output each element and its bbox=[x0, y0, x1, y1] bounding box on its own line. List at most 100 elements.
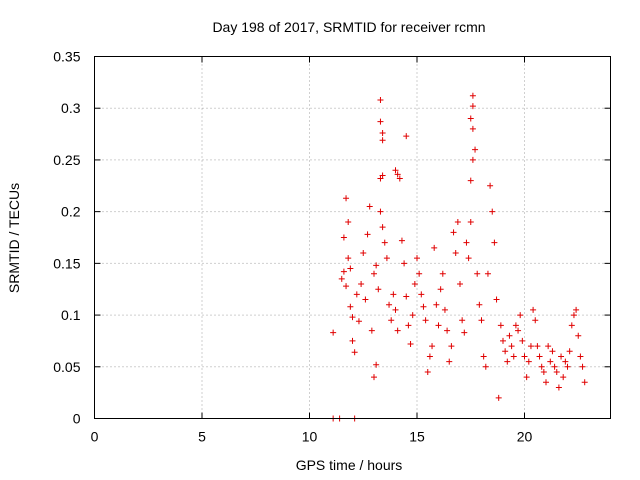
data-point bbox=[377, 208, 384, 215]
data-point bbox=[560, 374, 567, 381]
data-point bbox=[512, 322, 519, 329]
data-point bbox=[343, 283, 350, 290]
data-point bbox=[340, 268, 347, 275]
data-point bbox=[562, 358, 569, 365]
data-point bbox=[547, 358, 554, 365]
data-point bbox=[459, 317, 466, 324]
data-point bbox=[353, 291, 360, 298]
data-point bbox=[355, 318, 362, 325]
data-point bbox=[407, 341, 414, 348]
data-point bbox=[551, 363, 558, 370]
data-point bbox=[474, 270, 481, 277]
data-point bbox=[444, 327, 451, 334]
data-point bbox=[553, 368, 560, 375]
data-point bbox=[375, 286, 382, 293]
data-point bbox=[454, 218, 461, 225]
data-point bbox=[545, 343, 552, 350]
data-point bbox=[527, 343, 534, 350]
data-point bbox=[549, 348, 556, 355]
data-point bbox=[394, 327, 401, 334]
data-point bbox=[482, 363, 489, 370]
data-point bbox=[429, 343, 436, 350]
data-point bbox=[523, 374, 530, 381]
data-point bbox=[383, 255, 390, 262]
data-point bbox=[510, 353, 517, 360]
x-tick-label: 20 bbox=[517, 429, 533, 445]
data-point bbox=[379, 130, 386, 137]
data-point bbox=[446, 358, 453, 365]
data-points bbox=[330, 92, 588, 422]
data-point bbox=[534, 343, 541, 350]
data-point bbox=[502, 348, 509, 355]
data-point bbox=[414, 255, 420, 262]
data-point bbox=[575, 332, 582, 339]
data-point bbox=[349, 314, 356, 321]
data-point bbox=[521, 353, 528, 360]
data-point bbox=[472, 146, 479, 153]
data-point bbox=[478, 317, 485, 324]
x-tick-label: 5 bbox=[198, 429, 206, 445]
data-point bbox=[484, 270, 491, 277]
data-point bbox=[570, 312, 577, 319]
data-point bbox=[558, 353, 565, 360]
data-point bbox=[392, 167, 399, 174]
x-tick-label: 10 bbox=[302, 429, 318, 445]
data-point bbox=[536, 353, 543, 360]
data-point bbox=[532, 317, 539, 324]
x-tick-label: 15 bbox=[409, 429, 425, 445]
y-tick-label: 0.3 bbox=[61, 100, 81, 116]
data-point bbox=[411, 281, 418, 288]
data-point bbox=[420, 303, 427, 310]
data-point bbox=[338, 275, 345, 282]
data-point bbox=[358, 281, 365, 288]
data-point bbox=[409, 312, 416, 319]
data-point bbox=[347, 265, 354, 272]
data-point bbox=[469, 92, 476, 99]
data-point bbox=[577, 353, 584, 360]
x-tick-label: 0 bbox=[91, 429, 99, 445]
data-point bbox=[431, 244, 438, 251]
data-point bbox=[394, 171, 401, 178]
y-tick-label: 0.35 bbox=[53, 49, 80, 65]
data-point bbox=[493, 296, 500, 303]
data-point bbox=[426, 353, 433, 360]
data-point bbox=[403, 133, 410, 140]
data-point bbox=[343, 195, 350, 202]
data-point bbox=[491, 239, 498, 246]
data-point bbox=[579, 363, 586, 370]
y-tick-label: 0.25 bbox=[53, 152, 80, 168]
x-axis-label: GPS time / hours bbox=[296, 457, 403, 473]
data-point bbox=[489, 208, 496, 215]
data-point bbox=[519, 337, 526, 344]
y-tick-label: 0.15 bbox=[53, 255, 80, 271]
data-point bbox=[418, 291, 425, 298]
data-point bbox=[371, 270, 377, 277]
data-point bbox=[461, 329, 468, 336]
data-point bbox=[487, 182, 494, 189]
data-point bbox=[368, 327, 375, 334]
data-point bbox=[515, 327, 522, 334]
y-tick-label: 0.05 bbox=[53, 359, 80, 375]
data-point bbox=[373, 361, 380, 368]
data-point bbox=[467, 218, 474, 225]
y-tick-label: 0.1 bbox=[61, 307, 81, 323]
data-point bbox=[373, 262, 380, 269]
data-point bbox=[497, 322, 504, 329]
data-point bbox=[450, 229, 457, 236]
data-point bbox=[362, 296, 369, 303]
data-point bbox=[469, 103, 476, 110]
data-point bbox=[424, 368, 431, 375]
grid bbox=[94, 56, 611, 419]
data-point bbox=[366, 203, 373, 210]
y-tick-label: 0.2 bbox=[61, 204, 81, 220]
data-point bbox=[506, 332, 513, 339]
data-point bbox=[403, 293, 410, 300]
data-point bbox=[543, 379, 549, 386]
data-point bbox=[381, 239, 388, 246]
data-point bbox=[433, 301, 440, 308]
data-point bbox=[500, 337, 506, 344]
data-point bbox=[469, 156, 476, 163]
data-point bbox=[469, 125, 476, 132]
y-tick-label: 0 bbox=[73, 411, 81, 427]
data-point bbox=[465, 255, 472, 262]
